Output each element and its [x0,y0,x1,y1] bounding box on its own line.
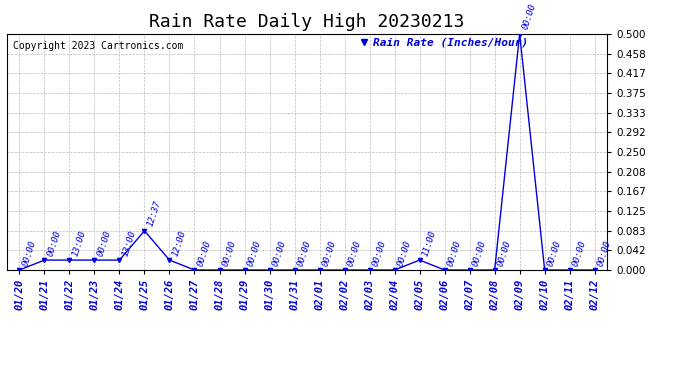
Text: 13:00: 13:00 [71,229,88,257]
Text: 00:00: 00:00 [321,239,338,267]
Text: Rain Rate (Inches/Hour): Rain Rate (Inches/Hour) [373,37,529,47]
Title: Rain Rate Daily High 20230213: Rain Rate Daily High 20230213 [149,13,465,31]
Text: Copyright 2023 Cartronics.com: Copyright 2023 Cartronics.com [13,41,184,51]
Text: 00:00: 00:00 [96,229,112,257]
Text: 00:00: 00:00 [471,239,488,267]
Text: 00:00: 00:00 [496,239,513,267]
Text: 00:00: 00:00 [296,239,313,267]
Text: 00:00: 00:00 [371,239,388,267]
Text: 13:00: 13:00 [121,229,138,257]
Text: 00:00: 00:00 [546,239,563,267]
Text: 00:00: 00:00 [221,239,238,267]
Text: 00:00: 00:00 [246,239,263,267]
Text: 00:00: 00:00 [346,239,363,267]
Text: 00:00: 00:00 [571,239,588,267]
Text: 00:00: 00:00 [196,239,213,267]
Text: 12:00: 12:00 [171,229,188,257]
Text: 11:00: 11:00 [421,229,438,257]
Text: 00:00: 00:00 [521,3,538,31]
Text: 00:00: 00:00 [21,239,38,267]
Text: 00:00: 00:00 [396,239,413,267]
Text: 12:37: 12:37 [146,200,163,228]
Text: 00:00: 00:00 [446,239,463,267]
Text: 00:00: 00:00 [271,239,288,267]
Text: 00:00: 00:00 [596,239,613,267]
Text: 00:00: 00:00 [46,229,63,257]
